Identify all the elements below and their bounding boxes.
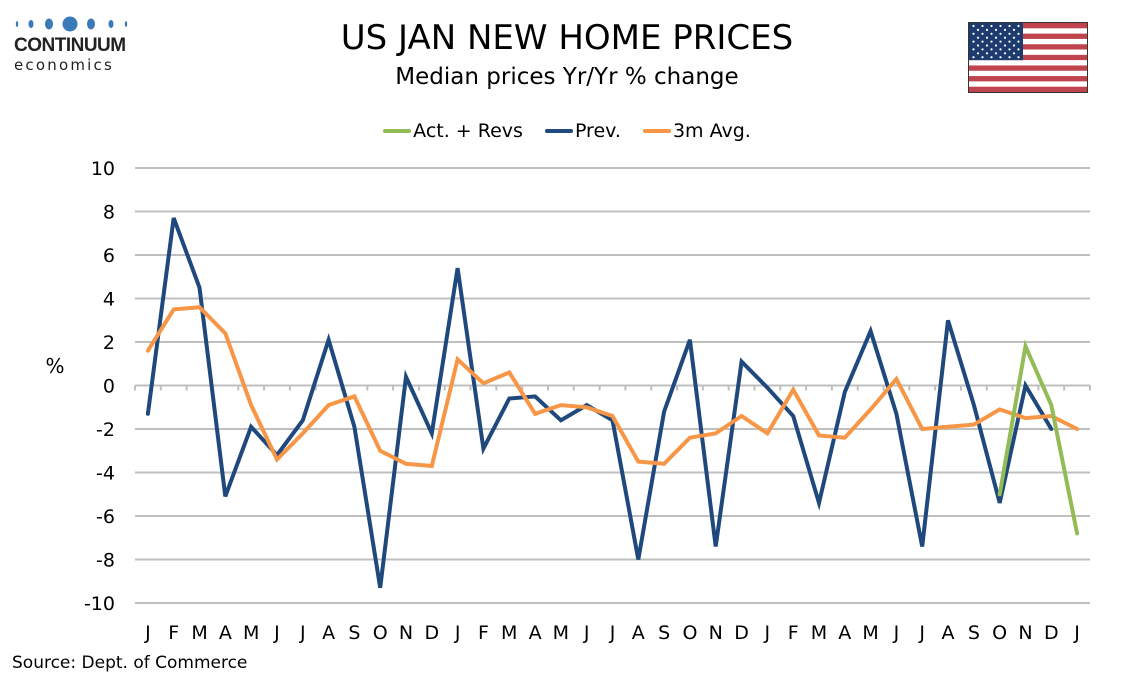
- continuum-economics-logo: CONTINUUM economics: [14, 14, 130, 74]
- x-tick-label: J: [299, 622, 306, 644]
- x-tick-label: S: [348, 622, 360, 644]
- us-flag-icon: [968, 22, 1088, 93]
- x-tick-label: N: [399, 622, 413, 644]
- x-tick-label: M: [811, 622, 827, 644]
- legend-label-act-revs: Act. + Revs: [413, 120, 523, 142]
- x-tick-label: M: [501, 622, 517, 644]
- y-tick-label: 8: [103, 202, 115, 224]
- x-tick-label: F: [168, 622, 179, 644]
- y-tick-label: -2: [96, 419, 115, 441]
- legend-swatch-3m-avg: [642, 129, 671, 133]
- y-tick-label: -10: [84, 593, 115, 615]
- x-tick-label: M: [191, 622, 207, 644]
- y-tick-label: -8: [96, 550, 115, 572]
- x-tick-label: O: [992, 622, 1007, 644]
- x-tick-label: A: [529, 622, 542, 644]
- series-line-prev: [145, 217, 1054, 589]
- legend-item-act-revs: Act. + Revs: [383, 118, 523, 144]
- y-tick-label: -6: [96, 506, 115, 528]
- x-tick-label: D: [1044, 622, 1059, 644]
- x-tick-label: M: [862, 622, 878, 644]
- legend-label-prev: Prev.: [574, 120, 621, 142]
- x-tick-label: J: [893, 622, 900, 644]
- x-tick-label: J: [918, 622, 925, 644]
- x-tick-label: J: [144, 622, 151, 644]
- legend-swatch-act-revs: [383, 129, 412, 133]
- y-tick-label: 0: [103, 376, 115, 398]
- y-axis-ticks: 10 8 6 4 2 0 -2 -4 -6 -8 -10: [84, 158, 115, 615]
- y-tick-label: 2: [103, 332, 115, 354]
- source-note: Source: Dept. of Commerce: [12, 653, 248, 673]
- x-tick-label: J: [764, 622, 771, 644]
- x-tick-label: J: [1073, 622, 1080, 644]
- x-tick-label: S: [658, 622, 670, 644]
- series-lines: [145, 217, 1080, 589]
- x-tick-label: J: [583, 622, 590, 644]
- x-tick-label: D: [734, 622, 749, 644]
- series-line-act-revs: [997, 339, 1080, 536]
- x-tick-label: A: [219, 622, 232, 644]
- x-tick-label: O: [682, 622, 697, 644]
- x-tick-label: D: [425, 622, 440, 644]
- y-tick-label: 10: [91, 158, 115, 180]
- x-tick-label: F: [478, 622, 489, 644]
- logo-dots-icon: [14, 14, 130, 34]
- legend-swatch-prev: [544, 129, 573, 133]
- x-tick-label: S: [968, 622, 980, 644]
- x-tick-label: J: [273, 622, 280, 644]
- series-line-3m-avg: [145, 305, 1080, 469]
- x-tick-label: N: [1018, 622, 1032, 644]
- x-tick-label: M: [553, 622, 569, 644]
- x-tick-label: A: [632, 622, 645, 644]
- x-tick-label: A: [942, 622, 955, 644]
- y-axis-label: %: [45, 354, 64, 378]
- x-tick-label: J: [454, 622, 461, 644]
- y-tick-label: -4: [96, 463, 115, 485]
- x-axis: [134, 384, 1091, 391]
- x-tick-label: A: [838, 622, 851, 644]
- chart-legend: Act. + Revs Prev. 3m Avg.: [0, 118, 1134, 144]
- chart-title: US JAN NEW HOME PRICES: [340, 18, 794, 58]
- legend-item-3m-avg: 3m Avg.: [642, 118, 751, 144]
- x-tick-label: M: [243, 622, 259, 644]
- legend-label-3m-avg: 3m Avg.: [672, 120, 751, 142]
- x-tick-label: F: [788, 622, 799, 644]
- logo-subtitle: economics: [14, 56, 114, 74]
- y-tick-label: 6: [103, 245, 115, 267]
- x-tick-label: N: [709, 622, 723, 644]
- logo-name: CONTINUUM: [14, 35, 126, 56]
- x-tick-label: J: [609, 622, 616, 644]
- y-tick-label: 4: [103, 289, 115, 311]
- chart-subtitle: Median prices Yr/Yr % change: [395, 64, 739, 90]
- x-tick-label: O: [373, 622, 388, 644]
- x-tick-label: A: [322, 622, 335, 644]
- legend-item-prev: Prev.: [544, 118, 621, 144]
